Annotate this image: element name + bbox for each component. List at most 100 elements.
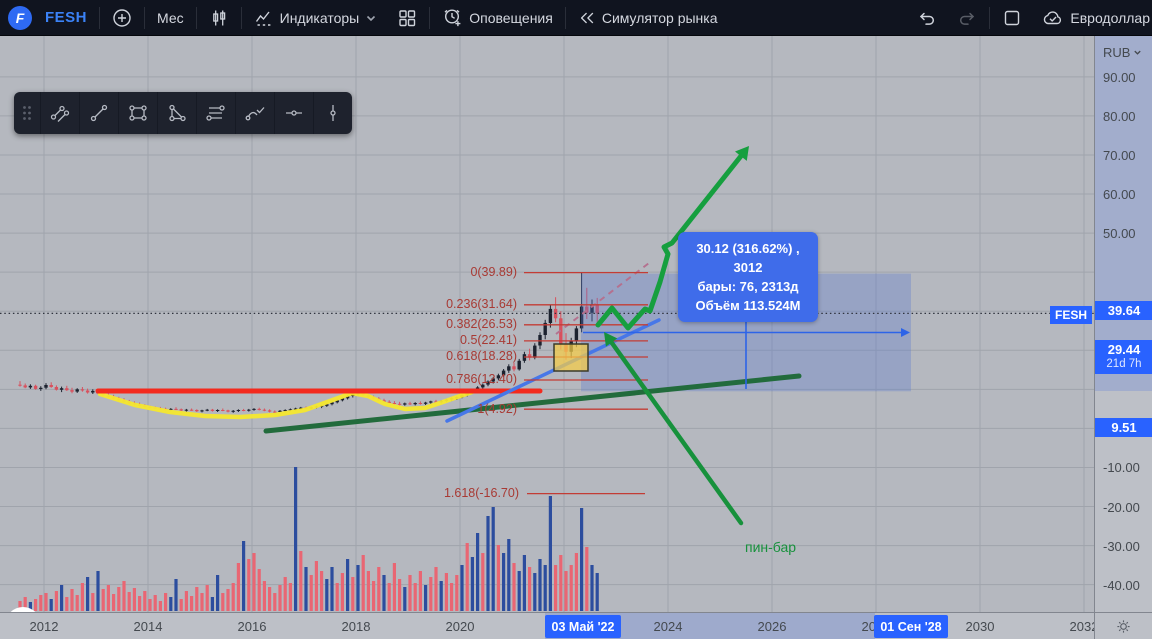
fib-level-label: 0.5(22.41) (460, 333, 517, 347)
drawing-toolbar (14, 92, 352, 134)
fib-level-label: 1(4.92) (477, 402, 517, 416)
toolbar-right-group: Евродоллар (907, 0, 1152, 35)
toolbar-separator (144, 6, 146, 29)
price-axis[interactable]: RUB 90.0080.0070.0060.0050.0020.000.00-1… (1094, 36, 1152, 612)
replay-rewind-icon (578, 9, 596, 27)
market-simulator-button[interactable]: Симулятор рынка (568, 0, 728, 35)
alert-clock-icon (442, 7, 463, 28)
currency-selector[interactable]: RUB (1103, 45, 1142, 60)
chart-type-button[interactable] (199, 0, 239, 35)
symbol-logo-icon: F (8, 5, 32, 30)
price-tick-label: 50.00 (1103, 226, 1136, 241)
current-price-value: 29.44 (1107, 342, 1141, 357)
range-end-date-badge: 01 Сен '28 (874, 615, 948, 638)
toolbar-separator (564, 6, 566, 29)
price-axis-selection-tint (1095, 36, 1152, 391)
redo-icon (957, 8, 977, 28)
indicators-label: Индикаторы (279, 9, 360, 26)
price-tick-label: -10.00 (1103, 460, 1140, 475)
timeframe-button[interactable]: Мес (147, 0, 194, 35)
rectangle-tool-button[interactable] (118, 92, 157, 134)
undo-button[interactable] (907, 0, 947, 35)
price-badge-low: 9.51 (1095, 418, 1152, 437)
alerts-button[interactable]: Оповещения (432, 0, 563, 35)
currency-label: RUB (1103, 45, 1131, 60)
toolbar-separator (429, 6, 431, 29)
chart-canvas (0, 36, 1094, 612)
price-tick-label: -20.00 (1103, 500, 1140, 515)
price-tick-label: -30.00 (1103, 539, 1140, 554)
undo-icon (917, 8, 937, 28)
measure-tooltip-price-change: 30.12 (316.62%) , 3012 (696, 241, 800, 275)
indicators-icon (254, 8, 274, 28)
compare-add-button[interactable] (102, 0, 142, 35)
symbol-button[interactable]: F FESH (0, 0, 97, 35)
chevron-down-icon (1134, 50, 1142, 55)
time-tick-label: 2032 (1069, 619, 1094, 634)
candlestick-icon (209, 8, 229, 28)
time-tick-label: 2016 (237, 619, 267, 634)
layout-templates-button[interactable] (387, 0, 427, 35)
simulator-label: Симулятор рынка (601, 9, 718, 26)
cloud-project-label: Евродоллар (1070, 9, 1150, 26)
measure-tooltip: 30.12 (316.62%) , 3012 бары: 76, 2313д О… (678, 232, 818, 322)
symbol-price-tag: FESH (1050, 306, 1092, 324)
toolbar-separator (195, 6, 197, 29)
price-tick-label: 90.00 (1103, 70, 1136, 85)
time-tick-label: 2018 (341, 619, 371, 634)
chart-pane[interactable]: 0(39.89) 0.236(31.64) 0.382(26.53) 0.5(22.4… (0, 36, 1094, 639)
time-tick-label: 2012 (29, 619, 59, 634)
time-tick-label: 2014 (133, 619, 163, 634)
toolbar-separator (99, 6, 101, 29)
fib-level-label: 0.382(26.53) (446, 317, 517, 331)
bar-countdown: 21d 7h (1106, 358, 1142, 370)
time-tick-label: 2020 (445, 619, 475, 634)
grid-layout-icon (397, 8, 417, 28)
indicators-button[interactable]: Индикаторы (244, 0, 388, 35)
panel-toggle-button[interactable] (992, 0, 1032, 35)
axis-settings-button[interactable] (1094, 612, 1152, 639)
curve-brush-tool-button[interactable] (235, 92, 274, 134)
parallel-channel-tool-button[interactable] (40, 92, 79, 134)
fib-level-label: 0.786(12.40) (446, 372, 517, 386)
fib-level-label: 0.236(31.64) (446, 297, 517, 311)
price-tick-label: 70.00 (1103, 148, 1136, 163)
measure-tooltip-volume: Объём 113.524M (695, 298, 801, 313)
range-start-date-badge: 03 Май '22 (545, 615, 621, 638)
square-panel-icon (1002, 8, 1022, 28)
fib-level-label: 0(39.89) (470, 265, 517, 279)
symbol-label: FESH (45, 9, 88, 26)
trend-line-tool-button[interactable] (79, 92, 118, 134)
time-axis[interactable]: 2012201420162018202020222024202620282030… (0, 612, 1094, 639)
fib-level-label: 0.618(18.28) (446, 349, 517, 363)
horizontal-line-tool-button[interactable] (274, 92, 313, 134)
fib-retracement-tool-button[interactable] (196, 92, 235, 134)
price-tick-label: 80.00 (1103, 109, 1136, 124)
toolbar-left-group: F FESH Мес (0, 0, 728, 35)
price-badge-high: 39.64 (1095, 301, 1152, 320)
toolbar-drag-handle[interactable] (14, 92, 40, 134)
vertical-line-tool-button[interactable] (313, 92, 352, 134)
cloud-save-button[interactable]: Евродоллар (1032, 0, 1150, 35)
triangle-pattern-tool-button[interactable] (157, 92, 196, 134)
measure-tooltip-bars: бары: 76, 2313д (697, 279, 799, 294)
alerts-label: Оповещения (469, 9, 553, 26)
fib-level-label: 1.618(-16.70) (443, 486, 519, 500)
cloud-check-icon (1042, 8, 1064, 28)
price-tick-label: 60.00 (1103, 187, 1136, 202)
plus-circle-icon (112, 8, 132, 28)
timeframe-label: Мес (157, 9, 184, 26)
pin-bar-annotation: пин-бар (745, 539, 797, 555)
toolbar-separator (240, 6, 242, 29)
time-tick-label: 2026 (757, 619, 787, 634)
time-tick-label: 2024 (653, 619, 683, 634)
toolbar-separator (989, 6, 991, 29)
top-toolbar: F FESH Мес (0, 0, 1152, 36)
time-tick-label: 2030 (965, 619, 995, 634)
price-tick-label: -40.00 (1103, 578, 1140, 593)
price-badge-current: 29.44 21d 7h (1095, 340, 1152, 374)
chevron-down-icon (365, 12, 377, 24)
sun-settings-icon (1117, 619, 1130, 633)
redo-button[interactable] (947, 0, 987, 35)
